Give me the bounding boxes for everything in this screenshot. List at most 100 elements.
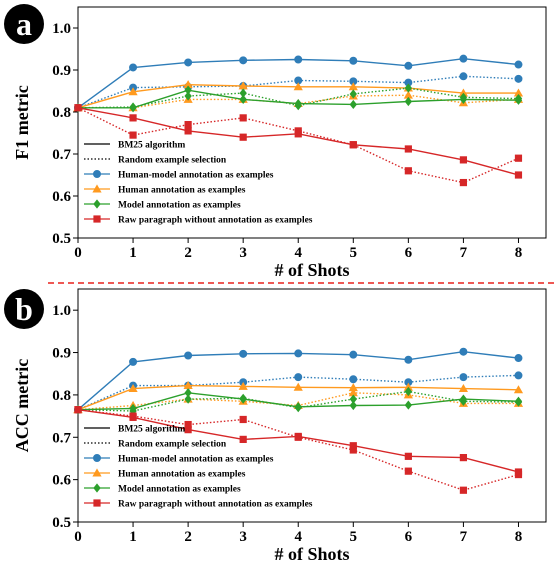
y-tick-label: 0.8	[52, 388, 71, 404]
x-tick-label: 7	[460, 245, 468, 261]
legend-marker	[93, 499, 101, 507]
data-point	[239, 94, 247, 104]
data-point	[404, 145, 412, 153]
data-point	[74, 406, 82, 414]
data-point	[404, 355, 413, 364]
data-point	[239, 415, 247, 424]
x-tick-label: 4	[294, 529, 302, 545]
data-point	[184, 127, 192, 135]
data-point	[514, 371, 523, 380]
x-tick-label: 0	[74, 529, 82, 545]
legend-marker	[92, 468, 102, 477]
data-point	[239, 88, 247, 98]
data-point	[459, 347, 468, 356]
data-point	[459, 373, 468, 382]
data-point	[128, 87, 138, 96]
data-point	[459, 486, 468, 494]
data-point	[514, 470, 523, 479]
x-tick-label: 3	[239, 529, 247, 545]
data-point	[183, 380, 193, 390]
data-point	[239, 393, 247, 403]
data-point	[184, 121, 192, 129]
data-point	[349, 400, 357, 411]
data-point	[238, 381, 248, 390]
legend-label: Raw paragraph without annotation as exam…	[118, 216, 313, 226]
data-point	[129, 131, 137, 139]
panel-badge-letter: a	[16, 6, 32, 42]
series-7	[74, 104, 523, 187]
legend-label: Random example selection	[118, 440, 227, 450]
data-point	[514, 74, 523, 83]
data-point	[514, 171, 523, 179]
data-point	[514, 397, 523, 407]
data-point	[294, 373, 303, 382]
chart-panel-b: 0.5 0.6 0.7 0.8 0.9 1.0 0 1 2 3 4 5 6 7 8 # of Shots ACC…	[4, 288, 547, 564]
data-point	[513, 88, 524, 97]
legend: BM25 algorithm Random example selection Hu…	[84, 141, 313, 226]
legend-marker	[93, 453, 102, 462]
panel-badge	[4, 289, 44, 329]
data-point	[404, 83, 413, 93]
legend-marker	[93, 215, 101, 223]
data-point	[184, 91, 192, 101]
legend-label: Human annotation as examples	[118, 470, 246, 480]
series-line	[77, 390, 519, 412]
data-point	[403, 90, 413, 99]
data-point	[184, 426, 192, 434]
data-point	[184, 394, 192, 404]
x-tick-label: 2	[184, 245, 192, 261]
x-tick-label: 2	[184, 529, 192, 545]
data-point	[294, 433, 302, 441]
data-point	[129, 102, 137, 112]
data-point	[349, 350, 358, 359]
legend-label: Model annotation as examples	[118, 485, 241, 495]
data-point	[459, 156, 468, 164]
data-point	[349, 375, 358, 384]
data-point	[459, 92, 468, 102]
x-tick-label: 8	[515, 245, 523, 261]
data-point	[183, 80, 193, 89]
data-point	[348, 82, 358, 91]
series-line	[77, 87, 519, 109]
x-tick-label: 7	[460, 529, 468, 545]
legend-marker	[93, 199, 101, 209]
data-point	[514, 154, 523, 162]
legend-label: BM25 algorithm	[118, 425, 185, 435]
data-point	[239, 435, 247, 443]
data-point	[294, 55, 303, 64]
data-point	[293, 82, 303, 91]
data-point	[129, 114, 137, 122]
data-point	[404, 400, 413, 410]
data-point	[404, 386, 413, 397]
data-point	[349, 56, 358, 65]
data-point	[294, 349, 303, 358]
data-point	[459, 54, 468, 63]
chart-panel-a: 0.5 0.6 0.7 0.8 0.9 1.0 0 1 2 3 4 5 6 7 8 # of Shots F1 …	[4, 4, 547, 280]
y-tick-label: 0.8	[52, 105, 71, 121]
data-point	[293, 382, 303, 391]
x-tick-label: 5	[350, 245, 358, 261]
legend-marker	[93, 483, 101, 493]
y-tick-label: 0.5	[52, 515, 71, 531]
data-point	[404, 167, 412, 175]
data-point	[129, 406, 137, 416]
x-tick-label: 0	[74, 245, 82, 261]
series-0	[74, 347, 523, 414]
x-axis-label: # of Shots	[274, 260, 349, 280]
data-point	[184, 85, 192, 95]
y-tick-label: 0.6	[52, 189, 71, 205]
series-2	[73, 80, 524, 112]
y-tick-label: 0.6	[52, 473, 71, 489]
data-point	[459, 396, 468, 406]
data-point	[458, 383, 469, 393]
data-point	[459, 72, 468, 81]
series-line	[77, 374, 519, 411]
data-point	[349, 89, 357, 99]
y-tick-label: 0.5	[52, 231, 71, 247]
data-point	[239, 114, 247, 122]
data-point	[184, 388, 192, 398]
legend-label: BM25 algorithm	[118, 141, 185, 151]
legend-marker	[93, 169, 102, 178]
data-point	[404, 452, 412, 460]
